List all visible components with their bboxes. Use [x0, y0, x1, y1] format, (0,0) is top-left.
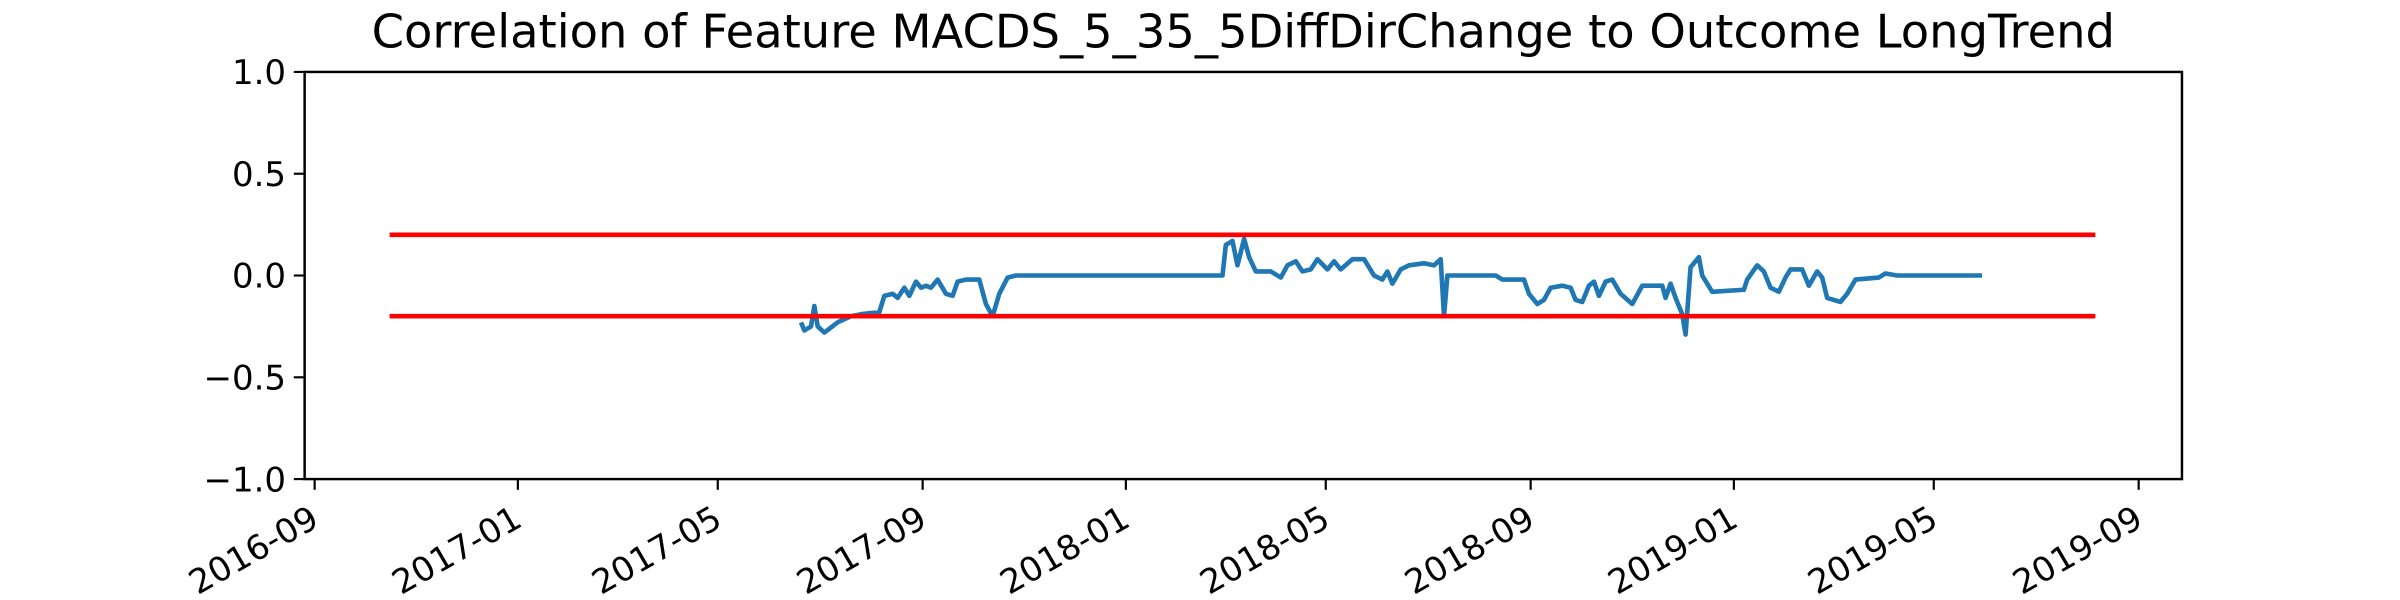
y-tick-label: 0.0: [232, 257, 286, 296]
x-tick-label: 2017-05: [585, 498, 728, 600]
x-tick-label: 2017-09: [790, 498, 933, 600]
x-tick-label: 2019-09: [2006, 498, 2149, 600]
x-tick-label: 2019-01: [1601, 498, 1744, 600]
x-tick-label: 2016-09: [182, 498, 325, 600]
y-tick-label: −1.0: [204, 460, 287, 499]
x-tick-label: 2018-05: [1193, 498, 1336, 600]
data-line: [798, 236, 1983, 337]
x-tick-label: 2018-01: [993, 498, 1136, 600]
y-tick-label: −0.5: [204, 359, 287, 398]
x-tick-label: 2018-09: [1398, 498, 1541, 600]
chart-title: Correlation of Feature MACDS_5_35_5DiffD…: [372, 5, 2115, 59]
x-tick-label: 2019-05: [1801, 498, 1944, 600]
x-tick-label: 2017-01: [385, 498, 528, 600]
y-tick-label: 0.5: [232, 155, 286, 194]
y-tick-label: 1.0: [232, 53, 286, 92]
